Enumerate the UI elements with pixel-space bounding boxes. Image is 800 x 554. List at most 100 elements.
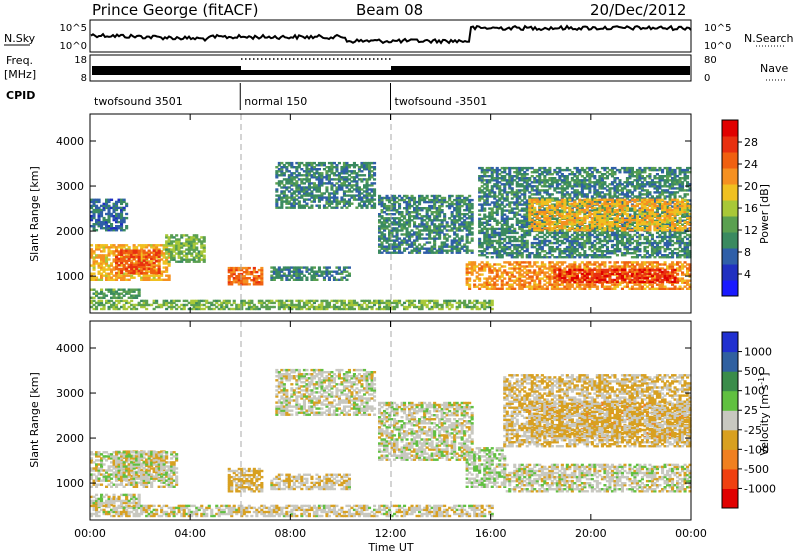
power-echo-cell — [107, 274, 111, 277]
power-echo-cell — [385, 221, 389, 224]
power-echo-cell — [132, 251, 136, 254]
power-echo-cell — [410, 235, 414, 238]
power-echo-cell — [666, 280, 670, 284]
power-echo-cell — [388, 219, 392, 222]
power-echo-cell — [147, 252, 151, 255]
power-echo-cell — [142, 276, 146, 279]
power-echo-cell — [90, 216, 94, 220]
power-echo-cell — [287, 174, 291, 177]
power-echo-cell — [100, 227, 104, 230]
power-echo-cell — [513, 265, 517, 268]
power-echo-cell — [363, 200, 367, 203]
power-echo-cell — [102, 202, 106, 206]
power-echo-cell — [97, 218, 101, 222]
power-echo-cell — [175, 238, 179, 241]
power-echo-cell — [470, 251, 474, 254]
power-echo-cell — [398, 194, 402, 198]
power-echo-cell — [605, 241, 609, 245]
power-echo-cell — [255, 275, 259, 278]
power-echo-cell — [327, 178, 331, 181]
power-echo-cell — [468, 287, 472, 290]
power-echo-cell — [90, 288, 94, 291]
power-echo-cell — [282, 192, 286, 195]
power-echo-cell — [435, 194, 439, 198]
power-echo-cell — [187, 242, 191, 245]
power-echo-cell — [395, 233, 399, 236]
power-echo-cell — [317, 206, 321, 209]
power-echo-cell — [488, 277, 492, 280]
power-echo-cell — [468, 229, 472, 232]
power-echo-cell — [438, 223, 442, 226]
power-echo-cell — [292, 198, 296, 201]
power-echo-cell — [468, 283, 472, 286]
power-echo-cell — [307, 272, 311, 275]
power-echo-cell — [307, 170, 311, 173]
power-echo-cell — [280, 198, 284, 201]
power-echo-cell — [645, 285, 649, 288]
power-echo-cell — [342, 178, 346, 181]
power-echo-cell — [185, 258, 189, 261]
power-echo-cell — [100, 223, 104, 226]
power-echo-cell — [252, 277, 256, 280]
power-echo-cell — [420, 217, 424, 220]
power-echo-cell — [125, 225, 129, 228]
power-echo-cell — [673, 271, 677, 274]
power-echo-cell — [653, 287, 657, 290]
power-echo-cell — [438, 235, 442, 238]
power-echo-cell — [658, 274, 662, 278]
power-echo-cell — [540, 285, 544, 288]
power-echo-cell — [355, 198, 359, 201]
power-echo-cell — [292, 172, 296, 175]
power-echo-cell — [415, 245, 419, 248]
power-echo-cell — [655, 268, 659, 272]
power-echo-cell — [297, 270, 301, 273]
power-echo-cell — [410, 196, 414, 200]
power-echo-cell — [408, 237, 412, 240]
power-echo-cell — [663, 261, 667, 264]
power-echo-cell — [433, 215, 437, 218]
power-echo-cell — [167, 276, 171, 279]
power-echo-cell — [678, 269, 682, 272]
power-echo-cell — [428, 217, 432, 220]
power-echo-cell — [315, 172, 319, 175]
power-echo-cell — [378, 249, 382, 252]
power-echo-cell — [255, 270, 259, 274]
power-echo-cell — [425, 194, 429, 198]
power-echo-cell — [653, 272, 657, 276]
power-echo-cell — [468, 223, 472, 226]
power-echo-cell — [280, 166, 284, 169]
power-echo-cell — [105, 260, 109, 263]
power-echo-cell — [165, 274, 169, 277]
power-echo-cell — [645, 267, 649, 270]
power-echo-cell — [598, 272, 602, 276]
power-echo-cell — [513, 275, 517, 278]
power-echo-cell — [430, 229, 434, 232]
power-echo-cell — [603, 265, 607, 268]
power-echo-cell — [678, 261, 682, 264]
power-echo-cell — [165, 236, 169, 239]
power-echo-cell — [110, 276, 114, 279]
power-echo-cell — [200, 236, 204, 239]
power-echo-cell — [435, 213, 439, 216]
power-echo-cell — [363, 174, 367, 177]
power-echo-cell — [155, 250, 159, 253]
power-echo-cell — [290, 178, 294, 181]
power-echo-cell — [505, 273, 509, 276]
power-echo-cell — [147, 249, 151, 252]
power-echo-cell — [340, 206, 344, 209]
power-echo-cell — [327, 272, 331, 275]
power-echo-cell — [310, 276, 314, 279]
power-echo-cell — [400, 233, 404, 236]
power-echo-cell — [125, 227, 129, 230]
power-echo-cell — [232, 266, 236, 270]
power-echo-cell — [428, 237, 432, 240]
power-echo-cell — [132, 253, 136, 256]
power-echo-cell — [285, 278, 289, 281]
power-echo-cell — [478, 179, 482, 182]
power-echo-cell — [100, 208, 104, 212]
power-echo-cell — [418, 207, 422, 210]
power-echo-cell — [445, 229, 449, 232]
power-echo-cell — [185, 234, 189, 237]
power-echo-cell — [585, 267, 589, 270]
power-echo-cell — [638, 283, 642, 286]
